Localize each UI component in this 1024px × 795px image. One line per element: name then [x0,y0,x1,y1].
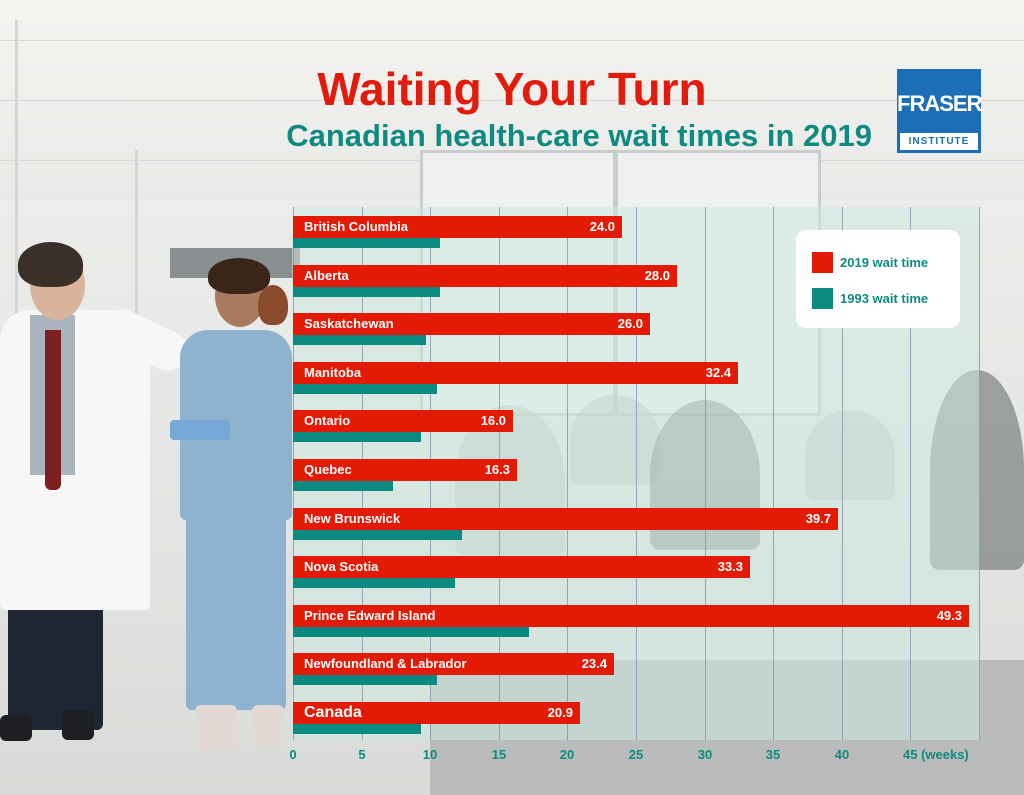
value-label-2019: 16.0 [480,413,506,429]
category-label: Saskatchewan [304,316,394,332]
category-label: Alberta [304,267,349,283]
chart-legend: 2019 wait time 1993 wait time [796,230,960,328]
x-tick-label: 20 [559,747,575,762]
bar-2019 [293,410,513,433]
bar-1993 [293,529,462,540]
value-label-2019: 28.0 [644,267,670,283]
bar-2019 [293,702,580,724]
gridline [567,207,568,740]
x-tick-label: 40 [834,747,850,762]
bar-1993 [293,335,426,346]
x-tick-label: 10 [422,747,438,762]
bar-2019 [293,653,614,676]
x-tick-label: 30 [697,747,713,762]
legend-swatch-2019 [812,252,833,273]
ceiling-line [0,40,1024,41]
category-label: Nova Scotia [304,559,379,575]
bar-2019 [293,507,838,530]
value-label-2019: 26.0 [617,316,643,332]
legend-swatch-1993 [812,288,833,309]
value-label-2019: 20.9 [547,705,573,720]
gridline [636,207,637,740]
bar-1993 [293,578,455,589]
value-label-2019: 23.4 [581,656,607,672]
bar-2019 [293,604,969,627]
x-tick-label: 15 [491,747,507,762]
x-tick-label: 35 [765,747,781,762]
x-tick-label: 45 (weeks) [903,747,969,762]
value-label-2019: 32.4 [705,364,731,380]
gridline [705,207,706,740]
bar-1993 [293,626,529,637]
gridline [773,207,774,740]
fraser-institute-logo: FRASER INSTITUTE [897,69,982,153]
bar-2019 [293,216,622,238]
bar-1993 [293,383,437,394]
legend-label-1993: 1993 wait time [840,291,929,306]
logo-text-institute: INSTITUTE [900,133,978,150]
category-label: Newfoundland & Labrador [304,656,467,672]
logo-text-fraser: FRASER [897,91,982,116]
category-label: British Columbia [304,219,409,234]
x-tick-label: 5 [358,747,366,762]
x-tick-label: 0 [289,747,297,762]
bar-1993 [293,238,440,248]
category-label: Ontario [304,413,351,429]
category-label: Quebec [304,462,352,477]
bar-2019 [293,313,650,336]
chart-subtitle: Canadian health-care wait times in 2019 [286,118,872,153]
category-label: New Brunswick [304,510,401,526]
bar-2019 [293,264,677,287]
bar-2019 [293,556,750,579]
chart-title: Waiting Your Turn [317,63,707,115]
value-label-2019: 39.7 [805,510,831,526]
value-label-2019: 33.3 [717,559,743,575]
ceiling-line [0,100,1024,101]
gridline [910,207,911,740]
category-label: Manitoba [304,364,362,380]
legend-label-2019: 2019 wait time [840,255,929,270]
bar-2019 [293,459,517,481]
value-label-2019: 49.3 [936,607,962,623]
gridline [979,207,980,740]
category-label: Prince Edward Island [304,607,436,623]
value-label-2019: 16.3 [484,462,510,477]
bar-1993 [293,286,440,297]
bar-1993 [293,432,421,443]
bar-2019 [293,361,738,384]
value-label-2019: 24.0 [589,219,615,234]
x-tick-label: 25 [628,747,644,762]
gridline [842,207,843,740]
bar-1993 [293,481,393,491]
bar-1993 [293,724,421,734]
category-label: Canada [304,704,362,721]
bar-1993 [293,675,437,686]
